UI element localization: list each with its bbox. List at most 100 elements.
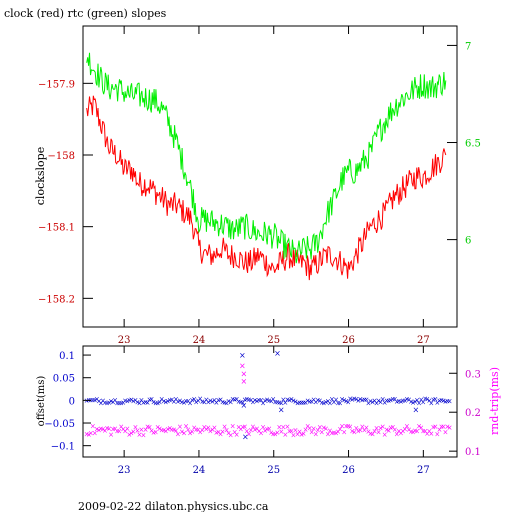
point-rnd-trip: × bbox=[187, 430, 193, 438]
point-rnd-trip: × bbox=[118, 423, 124, 431]
point-rnd-trip: × bbox=[122, 427, 128, 435]
point-offset: × bbox=[149, 395, 155, 403]
point-offset: × bbox=[128, 396, 134, 404]
point-rnd-trip: × bbox=[317, 423, 323, 431]
point-rnd-trip: × bbox=[432, 423, 438, 431]
point-rnd-trip: × bbox=[238, 425, 244, 433]
bottom-left-y-tick-label: −0.05 bbox=[44, 419, 75, 430]
point-rnd-trip: × bbox=[295, 431, 301, 439]
point-rnd-trip: × bbox=[414, 428, 420, 436]
bottom-plot-frame bbox=[82, 345, 458, 458]
bottom-right-y-tick-label: 0.3 bbox=[465, 369, 481, 380]
point-rnd-trip: × bbox=[443, 429, 449, 437]
top-x-tick-label: 27 bbox=[417, 335, 430, 346]
point-rnd-trip: × bbox=[126, 431, 132, 439]
outlier-rnd-trip: × bbox=[240, 377, 247, 386]
point-offset: × bbox=[274, 398, 280, 406]
point-offset: × bbox=[136, 399, 142, 407]
point-offset: × bbox=[414, 397, 420, 405]
point-offset: × bbox=[242, 396, 248, 404]
point-rnd-trip: × bbox=[297, 428, 303, 436]
point-offset: × bbox=[234, 395, 240, 403]
point-rnd-trip: × bbox=[100, 426, 106, 434]
top-x-tick-label: 25 bbox=[267, 335, 280, 346]
point-offset: × bbox=[256, 396, 262, 404]
point-rnd-trip: × bbox=[376, 429, 382, 437]
point-rnd-trip: × bbox=[404, 422, 410, 430]
point-rnd-trip: × bbox=[201, 424, 207, 432]
point-offset: × bbox=[260, 400, 266, 408]
point-offset: × bbox=[224, 399, 230, 407]
point-rnd-trip: × bbox=[244, 427, 250, 435]
point-rnd-trip: × bbox=[136, 431, 142, 439]
point-offset: × bbox=[132, 397, 138, 405]
point-offset: × bbox=[349, 396, 355, 404]
point-offset: × bbox=[301, 399, 307, 407]
point-offset: × bbox=[195, 397, 201, 405]
top-y-axis-label: clockslope bbox=[34, 147, 47, 205]
point-rnd-trip: × bbox=[147, 424, 153, 432]
point-offset: × bbox=[159, 396, 165, 404]
series-line-rtc bbox=[86, 52, 447, 264]
point-rnd-trip: × bbox=[284, 423, 290, 431]
point-rnd-trip: × bbox=[228, 431, 234, 439]
point-rnd-trip: × bbox=[134, 427, 140, 435]
point-offset: × bbox=[122, 397, 128, 405]
point-offset: × bbox=[100, 397, 106, 405]
point-offset: × bbox=[203, 396, 209, 404]
point-rnd-trip: × bbox=[406, 426, 412, 434]
point-rnd-trip: × bbox=[175, 431, 181, 439]
point-offset: × bbox=[238, 399, 244, 407]
point-offset: × bbox=[412, 398, 418, 406]
point-rnd-trip: × bbox=[145, 423, 151, 431]
point-offset: × bbox=[347, 395, 353, 403]
point-offset: × bbox=[116, 400, 122, 408]
point-offset: × bbox=[398, 398, 404, 406]
point-offset: × bbox=[94, 396, 100, 404]
point-offset: × bbox=[106, 399, 112, 407]
point-offset: × bbox=[315, 397, 321, 405]
point-rnd-trip: × bbox=[191, 424, 197, 432]
point-offset: × bbox=[112, 396, 118, 404]
point-offset: × bbox=[424, 395, 430, 403]
point-rnd-trip: × bbox=[222, 423, 228, 431]
point-offset: × bbox=[155, 400, 161, 408]
point-rnd-trip: × bbox=[345, 423, 351, 431]
point-rnd-trip: × bbox=[211, 424, 217, 432]
point-offset: × bbox=[299, 399, 305, 407]
point-offset: × bbox=[357, 396, 363, 404]
point-offset: × bbox=[380, 395, 386, 403]
point-rnd-trip: × bbox=[333, 429, 339, 437]
point-offset: × bbox=[258, 397, 264, 405]
top-x-tick-label: 26 bbox=[342, 335, 355, 346]
point-offset: × bbox=[120, 399, 126, 407]
point-offset: × bbox=[211, 397, 217, 405]
point-rnd-trip: × bbox=[392, 426, 398, 434]
point-rnd-trip: × bbox=[90, 422, 96, 430]
point-rnd-trip: × bbox=[92, 430, 98, 438]
top-right-y-tick-label: 7 bbox=[465, 41, 471, 52]
point-rnd-trip: × bbox=[266, 425, 272, 433]
point-rnd-trip: × bbox=[234, 431, 240, 439]
point-rnd-trip: × bbox=[366, 428, 372, 436]
point-offset: × bbox=[216, 397, 222, 405]
point-offset: × bbox=[445, 398, 451, 406]
point-offset: × bbox=[114, 400, 120, 408]
point-rnd-trip: × bbox=[128, 430, 134, 438]
point-offset: × bbox=[173, 395, 179, 403]
point-rnd-trip: × bbox=[418, 424, 424, 432]
point-offset: × bbox=[313, 398, 319, 406]
point-rnd-trip: × bbox=[329, 429, 335, 437]
point-offset: × bbox=[278, 399, 284, 407]
point-rnd-trip: × bbox=[248, 426, 254, 434]
point-offset: × bbox=[420, 399, 426, 407]
point-rnd-trip: × bbox=[254, 425, 260, 433]
point-rnd-trip: × bbox=[195, 426, 201, 434]
point-rnd-trip: × bbox=[181, 429, 187, 437]
point-rnd-trip: × bbox=[396, 428, 402, 436]
point-rnd-trip: × bbox=[347, 423, 353, 431]
point-offset: × bbox=[370, 398, 376, 406]
point-offset: × bbox=[165, 398, 171, 406]
point-rnd-trip: × bbox=[197, 428, 203, 436]
point-rnd-trip: × bbox=[445, 423, 451, 431]
